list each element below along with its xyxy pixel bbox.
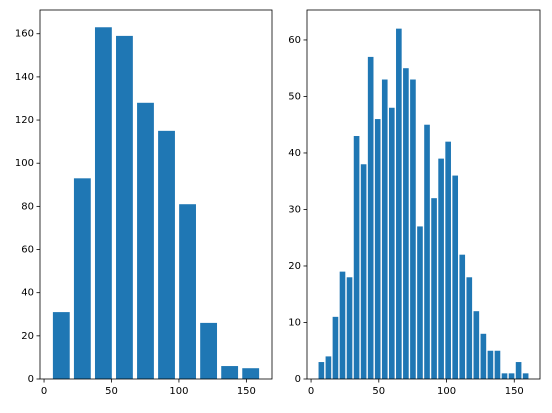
bar xyxy=(179,204,196,379)
bar xyxy=(508,373,515,379)
x-tick-label: 150 xyxy=(237,386,256,397)
bar xyxy=(473,311,480,379)
bar xyxy=(346,277,353,379)
bar xyxy=(367,56,374,380)
bar xyxy=(242,368,260,379)
y-tick-label: 20 xyxy=(288,261,301,272)
y-tick-label: 160 xyxy=(15,29,34,40)
axes-frame xyxy=(39,9,273,380)
bar xyxy=(116,35,133,379)
bar xyxy=(459,254,466,379)
bar xyxy=(381,79,388,379)
y-tick-label: 140 xyxy=(15,72,34,83)
y-tick-label: 120 xyxy=(15,115,34,126)
x-tick-label: 150 xyxy=(505,386,524,397)
y-tick-label: 80 xyxy=(21,201,34,212)
bar xyxy=(452,175,459,379)
bar xyxy=(137,102,154,379)
bar xyxy=(200,322,218,379)
y-tick-label: 100 xyxy=(15,158,34,169)
bar xyxy=(325,356,332,379)
bar xyxy=(494,350,501,379)
bar xyxy=(438,158,444,379)
bar xyxy=(501,373,508,379)
bar xyxy=(339,271,346,379)
bar xyxy=(403,68,409,379)
x-tick-label: 100 xyxy=(437,386,456,397)
x-tick-label: 0 xyxy=(41,386,47,397)
x-tick-label: 0 xyxy=(308,386,314,397)
y-tick-label: 0 xyxy=(295,374,301,385)
x-tick-label: 50 xyxy=(105,386,118,397)
bar xyxy=(522,373,529,379)
bar xyxy=(487,350,494,379)
bar xyxy=(221,366,239,379)
bar xyxy=(515,362,522,379)
bar xyxy=(466,277,473,379)
bar xyxy=(318,362,325,379)
bar xyxy=(374,119,381,380)
x-tick-label: 100 xyxy=(169,386,188,397)
y-tick-label: 60 xyxy=(288,35,301,46)
y-tick-label: 50 xyxy=(288,91,301,102)
x-tick-label: 50 xyxy=(372,386,385,397)
bar xyxy=(332,316,339,379)
bar xyxy=(410,79,416,379)
y-tick-label: 10 xyxy=(288,317,301,328)
y-tick-label: 30 xyxy=(288,204,301,215)
bar xyxy=(388,107,395,379)
y-tick-label: 0 xyxy=(28,374,34,385)
bar xyxy=(360,164,367,379)
bar xyxy=(480,333,487,379)
bar xyxy=(52,312,70,379)
y-tick-label: 40 xyxy=(21,288,34,299)
y-tick-label: 60 xyxy=(21,245,34,256)
bar xyxy=(431,198,437,379)
y-tick-label: 20 xyxy=(21,331,34,342)
bar xyxy=(158,130,175,379)
bar xyxy=(417,226,423,379)
y-tick-label: 40 xyxy=(288,148,301,159)
bar xyxy=(73,178,91,379)
bar xyxy=(353,136,360,379)
axes-frame xyxy=(306,9,541,380)
bar xyxy=(424,124,430,379)
bar xyxy=(445,141,451,379)
bar xyxy=(94,27,112,380)
bar xyxy=(396,28,402,380)
